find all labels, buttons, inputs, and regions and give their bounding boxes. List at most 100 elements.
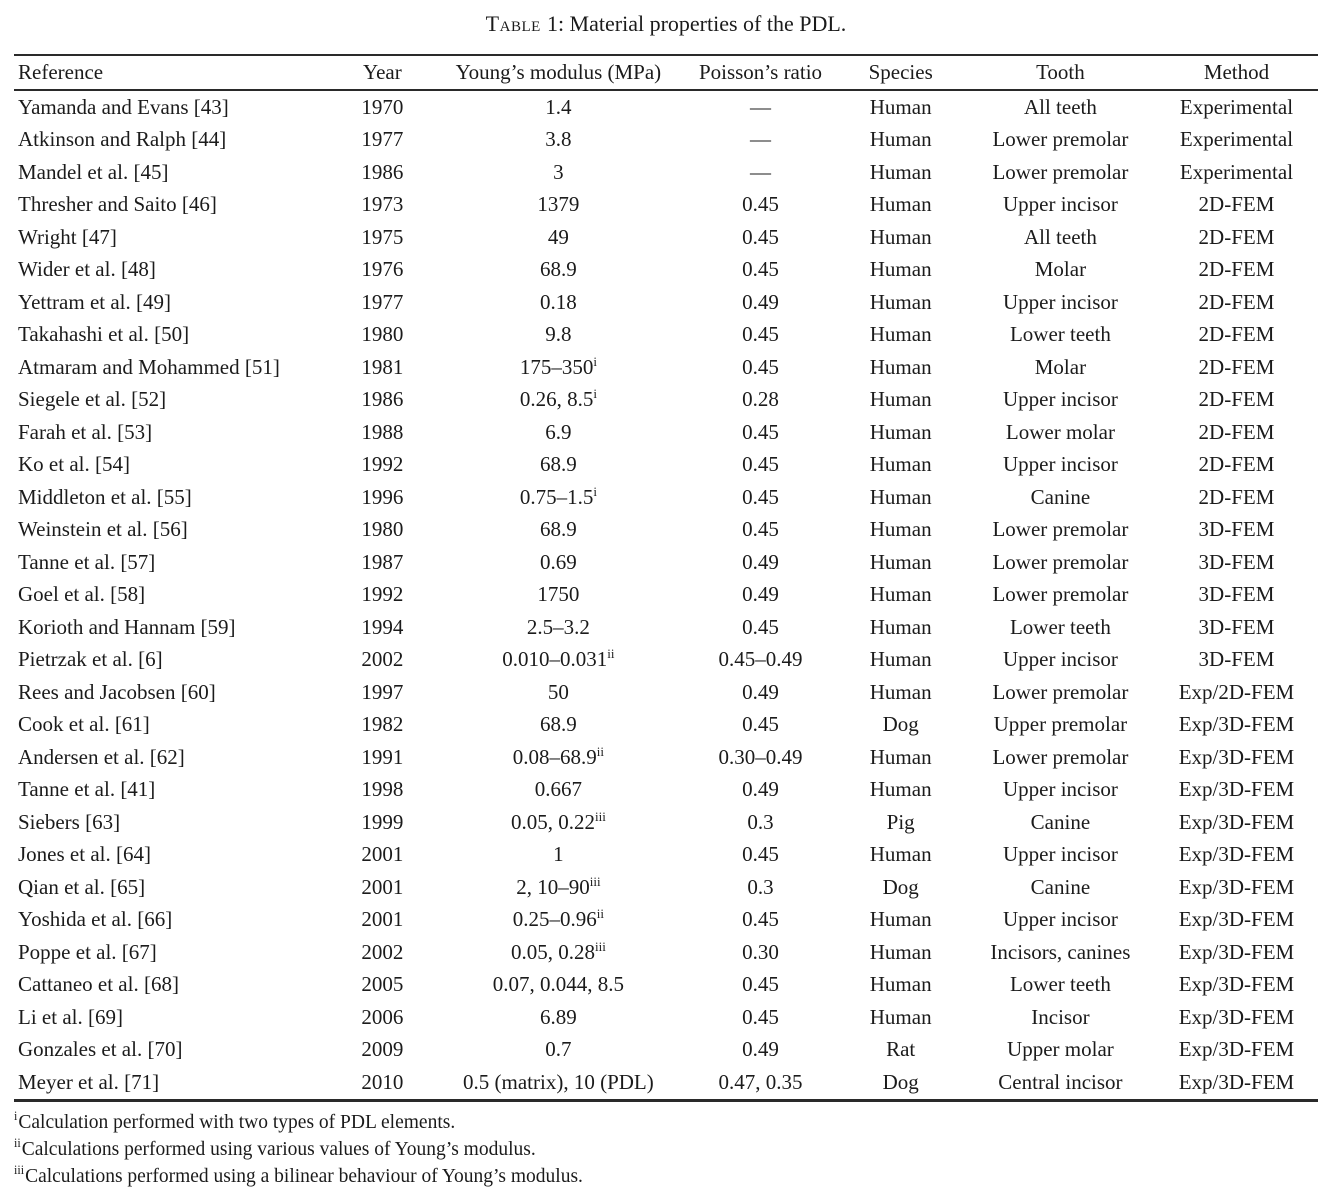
cell-year: 1988 — [361, 419, 404, 444]
cell-pr: 0.45 — [742, 972, 779, 997]
cell-ym: 0.010–0.031ii — [502, 646, 615, 672]
table-row: Rees and Jacobsen [60] 1997 50 0.49 Human Low… — [14, 676, 1318, 709]
cell-pr: 0.45 — [742, 842, 779, 867]
cell-method: Exp/3D-FEM — [1178, 1069, 1295, 1094]
cell-ref: Cattaneo et al. [68] — [18, 972, 179, 997]
cell-year: 2001 — [361, 874, 404, 899]
cell-method: 3D-FEM — [1198, 549, 1275, 574]
cell-species: Human — [869, 127, 932, 152]
cell-pr: 0.30 — [742, 939, 779, 964]
cell-ym: 9.8 — [545, 322, 572, 347]
footnote-marker: iii — [14, 1163, 25, 1177]
cell-ym: 50 — [547, 679, 569, 704]
cell-year: 1981 — [361, 354, 404, 379]
cell-method: Experimental — [1179, 127, 1294, 152]
table-row: Mandel et al. [45] 1986 3 — Human Lower premo… — [14, 156, 1318, 189]
table-row: Thresher and Saito [46] 1973 1379 0.45 Human… — [14, 189, 1318, 222]
cell-method: 2D-FEM — [1198, 354, 1275, 379]
cell-pr: 0.45 — [742, 452, 779, 477]
cell-year: 1999 — [361, 809, 404, 834]
table-caption-text: 1: Material properties of the PDL. — [546, 11, 847, 36]
cell-pr: 0.45 — [742, 517, 779, 542]
cell-tooth: All teeth — [1023, 94, 1097, 119]
cell-ym: 1750 — [537, 582, 580, 607]
cell-ym: 68.9 — [540, 712, 577, 737]
cell-ym: 1 — [553, 842, 564, 867]
table-row: Takahashi et al. [50] 1980 9.8 0.45 Human Low… — [14, 319, 1318, 352]
cell-species: Human — [869, 484, 932, 509]
table-row: Andersen et al. [62] 1991 0.08–68.9ii 0.30–… — [14, 741, 1318, 774]
cell-tooth: Lower premolar — [992, 159, 1129, 184]
table-row: Wright [47] 1975 49 0.45 Human All teeth 2D-FE… — [14, 221, 1318, 254]
cell-method: 2D-FEM — [1198, 289, 1275, 314]
table-row: Middleton et al. [55] 1996 0.75–1.5i 0.45 Hu… — [14, 481, 1318, 514]
cell-method: 3D-FEM — [1198, 582, 1275, 607]
cell-tooth: Upper incisor — [1002, 842, 1118, 867]
footnote-marker: ii — [596, 743, 605, 759]
cell-year: 1975 — [361, 224, 404, 249]
cell-species: Rat — [886, 1037, 916, 1062]
cell-year: 1992 — [361, 582, 404, 607]
footnote-marker: iii — [594, 808, 606, 824]
footnote-marker: i — [593, 386, 597, 402]
cell-ym: 68.9 — [540, 517, 577, 542]
cell-year: 2010 — [361, 1069, 404, 1094]
cell-tooth: Lower premolar — [992, 127, 1129, 152]
cell-tooth: Lower teeth — [1009, 322, 1111, 347]
cell-ym: 3.8 — [545, 127, 572, 152]
cell-tooth: Upper incisor — [1002, 647, 1118, 672]
cell-ym: 0.26, 8.5i — [519, 386, 597, 412]
cell-year: 2002 — [361, 647, 404, 672]
cell-pr: 0.47, 0.35 — [718, 1069, 803, 1094]
cell-ym: 0.667 — [534, 777, 583, 802]
cell-species: Dog — [882, 712, 919, 737]
column-header-year: Year — [333, 55, 432, 91]
table-row: Siebers [63] 1999 0.05, 0.22iii 0.3 Pig Canin… — [14, 806, 1318, 839]
cell-species: Human — [869, 939, 932, 964]
cell-ym: 1379 — [537, 192, 580, 217]
cell-species: Human — [869, 387, 932, 412]
footnote-marker: i — [593, 483, 597, 499]
cell-species: Human — [869, 224, 932, 249]
cell-method: 2D-FEM — [1198, 257, 1275, 282]
cell-tooth: Lower premolar — [992, 549, 1129, 574]
cell-tooth: Upper incisor — [1002, 777, 1118, 802]
cell-pr: 0.28 — [742, 387, 779, 412]
cell-ref: Meyer et al. [71] — [18, 1069, 160, 1094]
cell-ym: 175–350i — [519, 353, 597, 379]
cell-ref: Thresher and Saito [46] — [18, 192, 217, 217]
cell-ref: Weinstein et al. [56] — [18, 517, 188, 542]
cell-year: 1997 — [361, 679, 404, 704]
cell-species: Human — [869, 1004, 932, 1029]
cell-tooth: All teeth — [1023, 224, 1097, 249]
column-header-pr: Poisson’s ratio — [685, 55, 836, 91]
cell-pr: 0.49 — [742, 1037, 779, 1062]
cell-year: 1991 — [361, 744, 404, 769]
cell-year: 1980 — [361, 322, 404, 347]
cell-year: 1994 — [361, 614, 404, 639]
cell-ref: Tanne et al. [41] — [18, 777, 156, 802]
cell-year: 1982 — [361, 712, 404, 737]
cell-tooth: Lower molar — [1005, 419, 1115, 444]
cell-ref: Yamanda and Evans [43] — [18, 94, 229, 119]
cell-tooth: Canine — [1030, 874, 1091, 899]
cell-tooth: Canine — [1030, 809, 1091, 834]
cell-ref: Jones et al. [64] — [18, 842, 151, 867]
cell-tooth: Lower premolar — [992, 679, 1129, 704]
table-row: Meyer et al. [71] 2010 0.5 (matrix), 10 (P… — [14, 1066, 1318, 1100]
footnote-marker: ii — [607, 646, 615, 662]
cell-species: Human — [869, 744, 932, 769]
footnote-marker: i — [14, 1109, 18, 1123]
table-row: Cattaneo et al. [68] 2005 0.07, 0.044, 8.5… — [14, 969, 1318, 1002]
cell-ref: Li et al. [69] — [18, 1004, 123, 1029]
table-row: Korioth and Hannam [59] 1994 2.5–3.2 0.45 Hu… — [14, 611, 1318, 644]
cell-pr: 0.45 — [742, 484, 779, 509]
footnote: iCalculation performed with two types of… — [14, 1109, 456, 1133]
cell-ref: Goel et al. [58] — [18, 582, 146, 607]
cell-ref: Wright [47] — [18, 224, 117, 249]
cell-ref: Siebers [63] — [18, 809, 121, 834]
cell-ym: 0.05, 0.22iii — [510, 808, 606, 834]
cell-species: Human — [869, 289, 932, 314]
cell-ym: 0.07, 0.044, 8.5 — [492, 972, 625, 997]
